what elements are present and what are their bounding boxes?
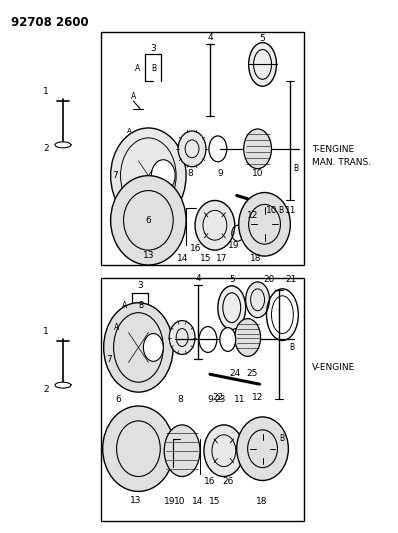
Ellipse shape bbox=[143, 334, 163, 361]
Text: 16: 16 bbox=[204, 477, 216, 486]
Text: 6: 6 bbox=[116, 394, 121, 403]
Text: 1: 1 bbox=[43, 87, 49, 96]
Ellipse shape bbox=[55, 142, 71, 148]
Ellipse shape bbox=[111, 176, 186, 265]
Text: 18: 18 bbox=[256, 497, 267, 506]
Text: 15: 15 bbox=[200, 254, 212, 263]
Text: B: B bbox=[151, 64, 156, 73]
Ellipse shape bbox=[103, 303, 173, 392]
Text: 9: 9 bbox=[217, 169, 223, 178]
Ellipse shape bbox=[239, 192, 291, 256]
Text: 3: 3 bbox=[138, 281, 143, 290]
Text: 4: 4 bbox=[195, 274, 201, 284]
Text: 16: 16 bbox=[190, 244, 202, 253]
Text: 92708 2600: 92708 2600 bbox=[11, 16, 89, 29]
Text: 11: 11 bbox=[285, 206, 296, 215]
Text: 2: 2 bbox=[43, 144, 49, 154]
Bar bbox=[101, 278, 304, 521]
Text: 14: 14 bbox=[178, 254, 189, 263]
Text: 13: 13 bbox=[142, 251, 154, 260]
Text: 19: 19 bbox=[228, 241, 240, 249]
Text: 21: 21 bbox=[286, 276, 297, 285]
Text: A: A bbox=[127, 128, 132, 134]
Bar bbox=[101, 31, 304, 265]
Text: A: A bbox=[114, 323, 119, 332]
Text: 8: 8 bbox=[187, 169, 193, 178]
Text: 14: 14 bbox=[192, 497, 204, 506]
Text: 22: 22 bbox=[212, 393, 224, 401]
Text: 13: 13 bbox=[130, 496, 141, 505]
Text: 12: 12 bbox=[252, 393, 263, 401]
Text: T-ENGINE
MAN. TRANS.: T-ENGINE MAN. TRANS. bbox=[312, 144, 371, 167]
Text: V-ENGINE: V-ENGINE bbox=[312, 363, 355, 372]
Ellipse shape bbox=[151, 160, 175, 191]
Ellipse shape bbox=[249, 43, 277, 86]
Ellipse shape bbox=[244, 129, 271, 168]
Ellipse shape bbox=[218, 286, 246, 329]
Text: 10: 10 bbox=[174, 497, 186, 506]
Text: B: B bbox=[138, 301, 143, 310]
Text: B: B bbox=[279, 434, 284, 443]
Ellipse shape bbox=[111, 128, 186, 223]
Text: 3: 3 bbox=[150, 44, 156, 53]
Ellipse shape bbox=[246, 282, 269, 318]
Text: 23: 23 bbox=[214, 394, 226, 403]
Text: B: B bbox=[278, 206, 283, 215]
Text: A: A bbox=[131, 92, 136, 101]
Ellipse shape bbox=[237, 417, 289, 480]
Text: 5: 5 bbox=[229, 276, 235, 285]
Text: A: A bbox=[122, 301, 127, 310]
Text: B: B bbox=[289, 343, 294, 352]
Text: B: B bbox=[293, 164, 298, 173]
Text: 11: 11 bbox=[234, 394, 246, 403]
Text: 20: 20 bbox=[264, 276, 275, 285]
Ellipse shape bbox=[235, 319, 261, 357]
Text: 5: 5 bbox=[259, 34, 265, 43]
Ellipse shape bbox=[169, 321, 195, 354]
Ellipse shape bbox=[220, 328, 236, 351]
Ellipse shape bbox=[209, 136, 227, 161]
Bar bbox=[125, 431, 152, 466]
Text: 19: 19 bbox=[164, 497, 176, 506]
Text: 26: 26 bbox=[222, 477, 234, 486]
Ellipse shape bbox=[164, 425, 200, 477]
Text: 9: 9 bbox=[207, 394, 213, 403]
Text: 25: 25 bbox=[246, 369, 258, 378]
Text: 24: 24 bbox=[229, 369, 240, 378]
Text: 4: 4 bbox=[207, 33, 213, 42]
Text: 10: 10 bbox=[252, 169, 263, 178]
Ellipse shape bbox=[103, 406, 174, 491]
Bar bbox=[133, 200, 163, 240]
Text: 18: 18 bbox=[250, 254, 261, 263]
Text: 6: 6 bbox=[146, 216, 151, 225]
Text: 15: 15 bbox=[209, 497, 220, 506]
Text: 7: 7 bbox=[113, 171, 119, 180]
Ellipse shape bbox=[178, 131, 206, 167]
Text: 10: 10 bbox=[266, 206, 277, 215]
Text: A: A bbox=[135, 64, 140, 73]
Text: 2: 2 bbox=[43, 385, 49, 394]
Ellipse shape bbox=[195, 200, 235, 250]
Text: 8: 8 bbox=[177, 394, 183, 403]
Text: 1: 1 bbox=[43, 327, 49, 336]
Ellipse shape bbox=[199, 327, 217, 352]
Text: 7: 7 bbox=[106, 355, 111, 364]
Text: 17: 17 bbox=[216, 254, 228, 263]
Ellipse shape bbox=[55, 382, 71, 388]
Ellipse shape bbox=[204, 425, 244, 477]
Text: 12: 12 bbox=[247, 211, 258, 220]
